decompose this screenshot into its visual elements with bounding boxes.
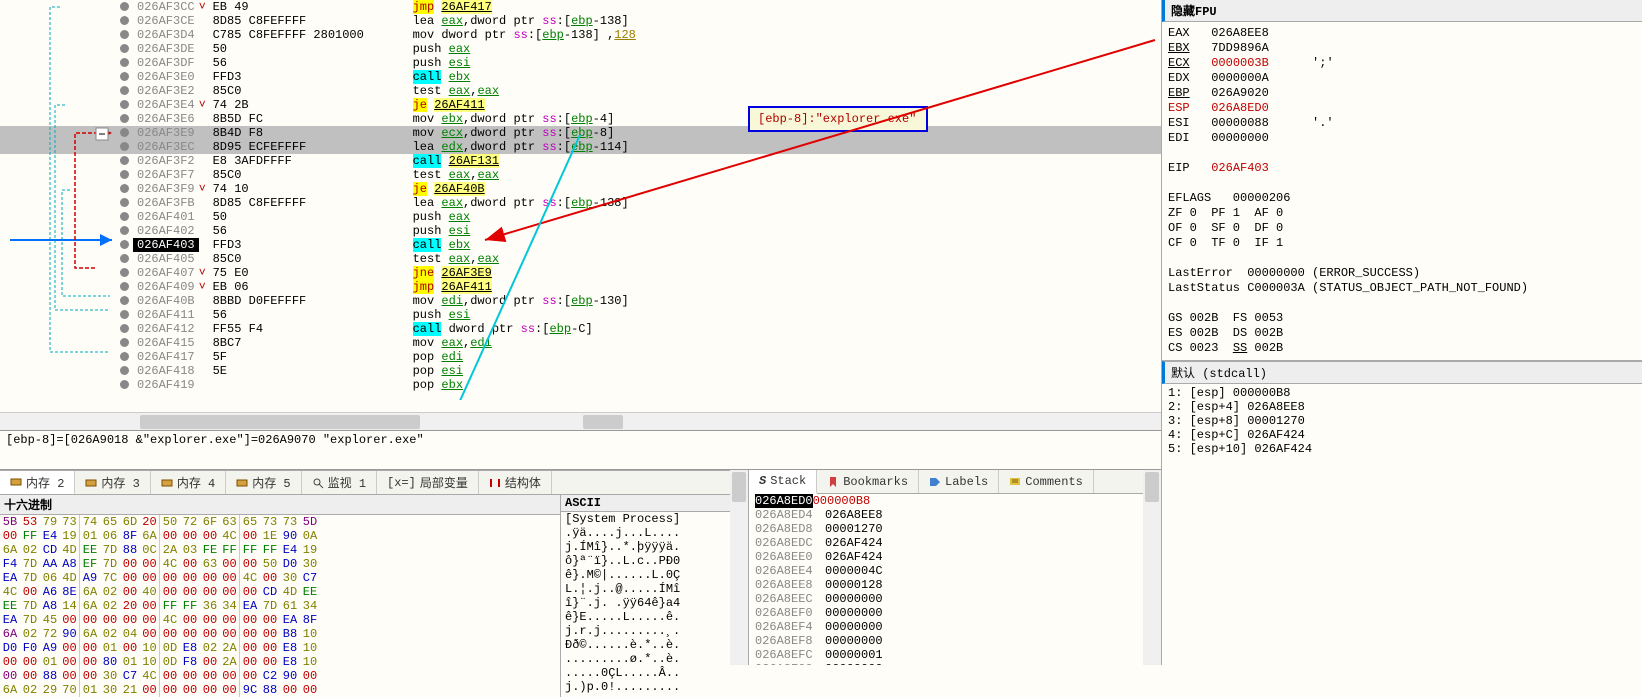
ascii-row: .....0ÇL.....Â.. xyxy=(561,666,730,680)
params-header[interactable]: 默认 (stdcall) xyxy=(1162,361,1642,384)
param-line: 3: [esp+8] 00001270 xyxy=(1168,414,1636,428)
ascii-row: j.r.j.........¸. xyxy=(561,624,730,638)
disasm-row[interactable]: 026AF3F9 ˅74 10je 26AF40B xyxy=(0,182,1161,196)
disasm-row[interactable]: 026AF411 56push esi xyxy=(0,308,1161,322)
params-pane: 1: [esp] 000000B82: [esp+4] 026A8EE83: [… xyxy=(1162,384,1642,458)
disasm-row[interactable]: 026AF409 ˅EB 06jmp 26AF411 xyxy=(0,280,1161,294)
disasm-row[interactable]: 026AF417 5Fpop edi xyxy=(0,350,1161,364)
hex-row[interactable]: 4C00A68E6A0200400000000000CD4DEE xyxy=(0,585,560,599)
tab-内存 4[interactable]: 内存 4 xyxy=(151,471,226,494)
hex-row[interactable]: 00000100008001100DF8002A0000E810 xyxy=(0,655,560,669)
disasm-row[interactable]: 026AF3DE 50push eax xyxy=(0,42,1161,56)
hex-row[interactable]: 6A0272906A020400000000000000B810 xyxy=(0,627,560,641)
ascii-row: ê}.M©|......L.0Ç xyxy=(561,568,730,582)
disasm-hscroll[interactable] xyxy=(0,412,581,430)
tab-内存 2[interactable]: 内存 2 xyxy=(0,471,75,495)
disasm-row[interactable]: 026AF405 85C0test eax,eax xyxy=(0,252,1161,266)
hex-vscroll[interactable] xyxy=(730,470,748,665)
disassembly-pane[interactable]: 026AF3CC ˅EB 49jmp 26AF417026AF3CE 8D85 … xyxy=(0,0,1161,412)
ascii-row: .........ø.*..è. xyxy=(561,652,730,666)
registers-pane[interactable]: EAX 026A8EE8 EBX 7DD9896A ECX 0000003B '… xyxy=(1162,22,1642,361)
hex-row[interactable]: EA7D064DA97C0000000000004C0030C7 xyxy=(0,571,560,585)
stack-tab-Comments[interactable]: Comments xyxy=(999,470,1094,493)
disasm-row[interactable]: 026AF3E0 FFD3call ebx xyxy=(0,70,1161,84)
param-line: 1: [esp] 000000B8 xyxy=(1168,386,1636,400)
hex-row[interactable]: EA7D4500000000004C0000000000EA8F xyxy=(0,613,560,627)
ascii-row: Ðð©......è.*..è. xyxy=(561,638,730,652)
tab-局部变量[interactable]: [x=] 局部变量 xyxy=(377,471,479,494)
hex-row[interactable]: F47DAAA8EF7D00004C0063000050D030 xyxy=(0,557,560,571)
disasm-row[interactable]: 026AF412 FF55 F4call dword ptr ss:[ebp-C… xyxy=(0,322,1161,336)
disasm-row[interactable]: 026AF415 8BC7mov eax,edi xyxy=(0,336,1161,350)
disasm-row[interactable]: 026AF3CC ˅EB 49jmp 26AF417 xyxy=(0,0,1161,14)
hex-row[interactable]: D0F0A900000100100DE8022A0000E810 xyxy=(0,641,560,655)
ascii-row: ô}ª¨ï}..L.c..PÐ0 xyxy=(561,554,730,568)
stack-row[interactable]: 026A8EE4 0000004C xyxy=(749,564,1143,578)
hex-dump-pane[interactable]: 十六进制 5B53797374656D2050726F636573735D00F… xyxy=(0,494,730,697)
stack-row[interactable]: 026A8ED4 026A8EE8 xyxy=(749,508,1143,522)
stack-row[interactable]: 026A8EF8 00000000 xyxy=(749,634,1143,648)
bottom-tabs: 内存 2 内存 3 内存 4 内存 5 监视 1[x=] 局部变量 结构体 xyxy=(0,470,730,494)
stack-tab-Bookmarks[interactable]: Bookmarks xyxy=(817,470,919,493)
hex-row[interactable]: 6A02CD4DEE7D880C2A03FEFFFFFFE419 xyxy=(0,543,560,557)
stack-row[interactable]: 026A8EF4 00000000 xyxy=(749,620,1143,634)
disasm-row[interactable]: 026AF3DF 56push esi xyxy=(0,56,1161,70)
disasm-row[interactable]: 026AF3CE 8D85 C8FEFFFFlea eax,dword ptr … xyxy=(0,14,1161,28)
stack-row[interactable]: 026A8EE0 026AF424 xyxy=(749,550,1143,564)
stack-row[interactable]: 026A8EDC 026AF424 xyxy=(749,536,1143,550)
stack-vscroll[interactable] xyxy=(1143,470,1161,665)
ascii-row: [System Process] xyxy=(561,512,730,526)
disasm-row[interactable]: 026AF407 ˅75 E0jne 26AF3E9 xyxy=(0,266,1161,280)
disasm-row[interactable]: 026AF3E4 ˅74 2Bje 26AF411 xyxy=(0,98,1161,112)
hex-row[interactable]: 6A02297001302100000000009C880000 xyxy=(0,683,560,697)
disasm-row[interactable]: 026AF3F7 85C0test eax,eax xyxy=(0,168,1161,182)
hex-header-left: 十六进制 xyxy=(0,495,560,515)
ascii-row: j.)p.0!......... xyxy=(561,680,730,694)
registers-header[interactable]: 隐藏FPU xyxy=(1162,0,1642,22)
hex-row[interactable]: 5B53797374656D2050726F636573735D xyxy=(0,515,560,529)
disasm-row[interactable]: 026AF3D4 C785 C8FEFFFF 2801000mov dword … xyxy=(0,28,1161,42)
disasm-row[interactable]: 026AF3E9 8B4D F8mov ecx,dword ptr ss:[eb… xyxy=(0,126,1161,140)
stack-row[interactable]: 026A8ED8 00001270 xyxy=(749,522,1143,536)
param-line: 2: [esp+4] 026A8EE8 xyxy=(1168,400,1636,414)
stack-tab-Stack[interactable]: S Stack xyxy=(749,470,817,494)
hex-row[interactable]: 000088000030C74C0000000000C29000 xyxy=(0,669,560,683)
stack-row[interactable]: 026A8EFC 00000001 xyxy=(749,648,1143,662)
disasm-row[interactable]: 026AF3FB 8D85 C8FEFFFFlea eax,dword ptr … xyxy=(0,196,1161,210)
stack-row[interactable]: 026A8EEC 00000000 xyxy=(749,592,1143,606)
ascii-row: î}¨.j. .ÿÿ64ê}a4 xyxy=(561,596,730,610)
stack-pane[interactable]: 026A8ED0 000000B8026A8ED4 026A8EE8026A8E… xyxy=(749,494,1143,665)
disasm-row[interactable]: 026AF418 5Epop esi xyxy=(0,364,1161,378)
disasm-row[interactable]: 026AF3E6 8B5D FCmov ebx,dword ptr ss:[eb… xyxy=(0,112,1161,126)
hex-row[interactable]: EE7DA8146A022000FFFF3634EA7D6134 xyxy=(0,599,560,613)
stack-row[interactable]: 026A8EF0 00000000 xyxy=(749,606,1143,620)
tab-内存 5[interactable]: 内存 5 xyxy=(226,471,301,494)
disasm-row[interactable]: 026AF403 FFD3call ebx xyxy=(0,238,1161,252)
disasm-row[interactable]: 026AF3EC 8D95 ECFEFFFFlea edx,dword ptr … xyxy=(0,140,1161,154)
disasm-row[interactable]: 026AF401 50push eax xyxy=(0,210,1161,224)
disasm-row[interactable]: 026AF3E2 85C0test eax,eax xyxy=(0,84,1161,98)
stack-tabs: S Stack Bookmarks Labels Comments xyxy=(749,470,1143,494)
stack-row[interactable]: 026A8ED0 000000B8 xyxy=(749,494,1143,508)
stack-row[interactable]: 026A8EE8 00000128 xyxy=(749,578,1143,592)
hex-row[interactable]: 00FFE41901068F6A0000004C001E900A xyxy=(0,529,560,543)
hex-header-ascii: ASCII xyxy=(561,495,730,512)
ascii-row: .ÿä....j...L.... xyxy=(561,526,730,540)
tab-内存 3[interactable]: 内存 3 xyxy=(75,471,150,494)
disasm-row[interactable]: 026AF402 56push esi xyxy=(0,224,1161,238)
tab-监视 1[interactable]: 监视 1 xyxy=(302,471,377,494)
expression-bar: [ebp-8]=[026A9018 &"explorer.exe"]=026A9… xyxy=(0,430,1161,470)
ascii-row: j.ÍMî}..*.þÿÿÿä. xyxy=(561,540,730,554)
disasm-hscroll-right[interactable] xyxy=(581,412,1162,430)
param-line: 4: [esp+C] 026AF424 xyxy=(1168,428,1636,442)
disasm-row[interactable]: 026AF40B 8BBD D0FEFFFFmov edi,dword ptr … xyxy=(0,294,1161,308)
stack-tab-Labels[interactable]: Labels xyxy=(919,470,999,493)
param-line: 5: [esp+10] 026AF424 xyxy=(1168,442,1636,456)
ascii-row: ê}E.....L.....ê. xyxy=(561,610,730,624)
ascii-row: L.¦.j..@.....ÍMî xyxy=(561,582,730,596)
operand-annotation: [ebp-8]:"explorer.exe" xyxy=(748,106,928,132)
disasm-row[interactable]: 026AF419 pop ebx xyxy=(0,378,1161,392)
disasm-row[interactable]: 026AF3F2 E8 3AFDFFFFcall 26AF131 xyxy=(0,154,1161,168)
tab-结构体[interactable]: 结构体 xyxy=(479,471,552,494)
